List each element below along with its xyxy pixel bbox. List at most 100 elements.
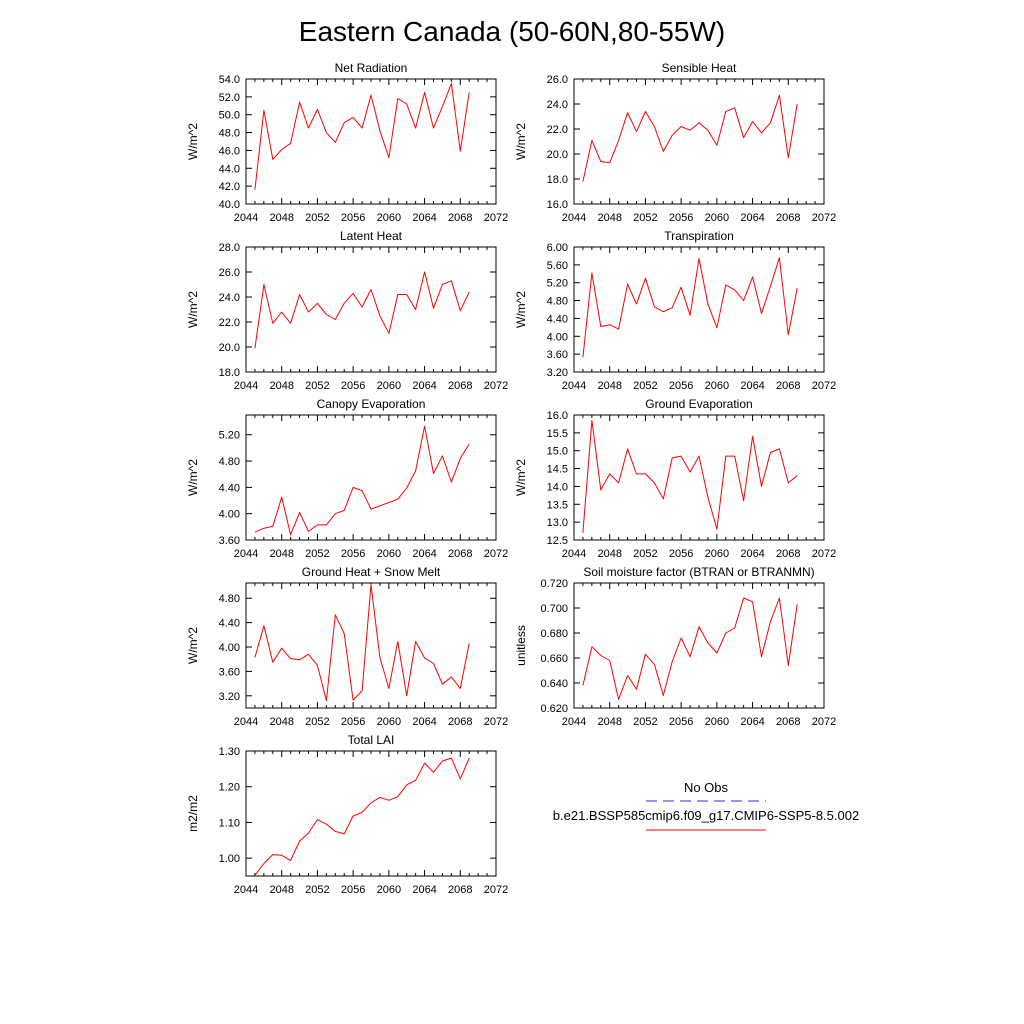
- y-tick-label: 52.0: [219, 92, 240, 104]
- chart-title: Total LAI: [348, 733, 395, 747]
- y-tick-label: 1.00: [219, 853, 240, 865]
- x-tick-label: 2052: [305, 380, 329, 392]
- y-tick-label: 28.0: [219, 242, 240, 254]
- y-tick-label: 0.620: [540, 703, 568, 715]
- x-tick-label: 2072: [812, 212, 836, 224]
- x-tick-label: 2068: [448, 884, 472, 896]
- x-tick-label: 2064: [740, 380, 764, 392]
- y-tick-label: 0.720: [540, 578, 568, 590]
- plot-frame: [573, 582, 825, 709]
- y-tick-label: 4.80: [547, 296, 568, 308]
- y-tick-label: 13.5: [547, 499, 568, 511]
- y-tick-label: 14.0: [547, 481, 568, 493]
- y-tick-label: 13.0: [547, 517, 568, 529]
- y-tick-label: 1.20: [219, 782, 240, 794]
- x-tick-label: 2068: [776, 548, 800, 560]
- y-tick-label: 3.20: [219, 691, 240, 703]
- y-tick-label: 3.60: [547, 349, 568, 361]
- x-tick-label: 2072: [484, 716, 508, 728]
- y-axis-label: unitless: [514, 625, 528, 666]
- x-tick-label: 2068: [448, 212, 472, 224]
- y-tick-label: 3.60: [219, 535, 240, 547]
- y-tick-label: 24.0: [219, 292, 240, 304]
- y-tick-label: 4.80: [219, 456, 240, 468]
- x-tick-label: 2064: [412, 380, 436, 392]
- x-tick-label: 2052: [633, 380, 657, 392]
- x-tick-label: 2056: [341, 212, 365, 224]
- x-tick-label: 2060: [705, 212, 729, 224]
- x-tick-label: 2068: [448, 716, 472, 728]
- y-tick-label: 5.20: [547, 278, 568, 290]
- y-axis-label: m2/m2: [186, 795, 200, 832]
- x-tick-label: 2072: [812, 548, 836, 560]
- x-tick-label: 2052: [305, 548, 329, 560]
- y-tick-label: 15.0: [547, 446, 568, 458]
- x-tick-label: 2044: [234, 548, 258, 560]
- x-tick-label: 2048: [269, 548, 293, 560]
- y-tick-label: 0.640: [540, 678, 568, 690]
- y-tick-label: 42.0: [219, 181, 240, 193]
- chart-panel: Ground Evaporation W/m^2 2044 2048 2052 2056 2…: [514, 397, 836, 560]
- y-tick-label: 15.5: [547, 428, 568, 440]
- chart-title: Sensible Heat: [662, 61, 737, 75]
- x-tick-label: 2064: [412, 212, 436, 224]
- x-tick-label: 2068: [448, 380, 472, 392]
- y-axis-label: W/m^2: [514, 123, 528, 160]
- chart-panel: Net Radiation W/m^2 2044 2048 2052 2056 2060 20…: [186, 61, 508, 224]
- y-tick-label: 5.20: [219, 430, 240, 442]
- x-tick-label: 2060: [377, 380, 401, 392]
- y-tick-label: 16.0: [547, 199, 568, 211]
- plot-frame: [245, 246, 497, 373]
- series-line: [254, 757, 470, 876]
- x-tick-label: 2048: [597, 380, 621, 392]
- x-tick-label: 2048: [269, 212, 293, 224]
- y-tick-label: 16.0: [547, 410, 568, 422]
- y-tick-label: 5.60: [547, 260, 568, 272]
- chart-title: Canopy Evaporation: [317, 397, 426, 411]
- chart-panels: Net Radiation W/m^2 2044 2048 2052 2056 2060 20…: [186, 61, 836, 896]
- y-tick-label: 20.0: [547, 149, 568, 161]
- x-tick-label: 2056: [341, 380, 365, 392]
- x-tick-label: 2044: [234, 716, 258, 728]
- y-tick-label: 4.00: [219, 642, 240, 654]
- chart-panel: Sensible Heat W/m^2 2044 2048 2052 2056 2060 20…: [514, 61, 836, 224]
- x-tick-label: 2044: [234, 380, 258, 392]
- y-tick-label: 6.00: [547, 242, 568, 254]
- y-tick-label: 54.0: [219, 74, 240, 86]
- y-tick-label: 22.0: [547, 124, 568, 136]
- x-tick-label: 2060: [705, 380, 729, 392]
- series-line: [254, 271, 470, 349]
- y-tick-label: 26.0: [219, 267, 240, 279]
- x-tick-label: 2060: [377, 212, 401, 224]
- x-tick-label: 2068: [448, 548, 472, 560]
- series-line: [254, 83, 470, 190]
- y-tick-label: 3.60: [219, 666, 240, 678]
- x-tick-label: 2044: [234, 884, 258, 896]
- y-tick-label: 1.30: [219, 746, 240, 758]
- y-tick-label: 4.40: [219, 482, 240, 494]
- x-tick-label: 2068: [776, 212, 800, 224]
- x-tick-label: 2056: [341, 716, 365, 728]
- x-tick-label: 2064: [412, 716, 436, 728]
- y-tick-label: 4.00: [547, 331, 568, 343]
- x-tick-label: 2052: [633, 716, 657, 728]
- y-tick-label: 26.0: [547, 74, 568, 86]
- x-tick-label: 2044: [234, 212, 258, 224]
- x-tick-label: 2072: [812, 716, 836, 728]
- x-tick-label: 2072: [484, 548, 508, 560]
- x-tick-label: 2072: [484, 212, 508, 224]
- chart-panel: Canopy Evaporation W/m^2 2044 2048 2052 2056 2…: [186, 397, 508, 560]
- y-tick-label: 14.5: [547, 464, 568, 476]
- chart-title: Latent Heat: [340, 229, 403, 243]
- x-tick-label: 2044: [562, 716, 586, 728]
- y-tick-label: 0.680: [540, 628, 568, 640]
- x-tick-label: 2060: [705, 716, 729, 728]
- x-tick-label: 2052: [633, 212, 657, 224]
- chart-title: Ground Heat + Snow Melt: [302, 565, 441, 579]
- x-tick-label: 2056: [669, 212, 693, 224]
- y-tick-label: 40.0: [219, 199, 240, 211]
- y-axis-label: W/m^2: [186, 459, 200, 496]
- x-tick-label: 2052: [305, 212, 329, 224]
- legend-label-model: b.e21.BSSP585cmip6.f09_g17.CMIP6-SSP5-8.…: [553, 808, 859, 823]
- chart-title: Transpiration: [664, 229, 734, 243]
